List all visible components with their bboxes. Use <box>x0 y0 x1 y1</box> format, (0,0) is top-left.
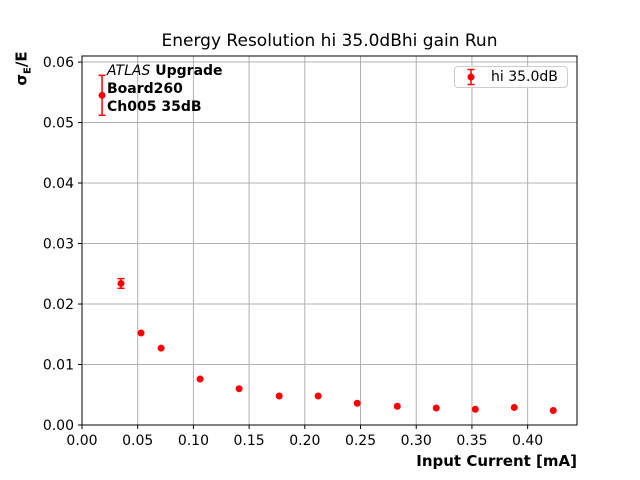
ylabel-sigma: σ <box>12 73 31 86</box>
chart-title: Energy Resolution hi 35.0dBhi gain Run <box>161 31 498 51</box>
x-tick-label: 0.00 <box>66 433 97 449</box>
data-point <box>510 403 518 411</box>
y-tick-label: 0.01 <box>43 358 74 374</box>
x-tick-label: 0.20 <box>289 433 320 449</box>
y-tick-label: 0.05 <box>43 116 74 132</box>
ylabel-subscript: E <box>22 67 34 74</box>
y-tick-label: 0.04 <box>43 176 74 192</box>
x-tick-label: 0.40 <box>512 433 543 449</box>
y-tick-label: 0.03 <box>43 237 74 253</box>
x-tick-label: 0.30 <box>401 433 432 449</box>
plot-frame <box>81 55 578 426</box>
data-point <box>98 91 106 99</box>
data-point <box>549 406 557 414</box>
y-tick-label: 0.02 <box>43 297 74 313</box>
annotation-line-1: ATLAS Upgrade <box>107 62 223 80</box>
annotation-line-3: Ch005 35dB <box>107 99 202 115</box>
y-tick-label: 0.00 <box>43 418 74 434</box>
data-point <box>353 399 361 407</box>
x-tick-label: 0.35 <box>456 433 487 449</box>
x-tick-label: 0.05 <box>122 433 153 449</box>
data-point <box>393 402 401 410</box>
x-tick-label: 0.25 <box>345 433 376 449</box>
data-point <box>275 392 283 400</box>
data-point <box>117 279 125 287</box>
data-point <box>157 344 165 352</box>
data-point <box>137 329 145 337</box>
ylabel-suffix: /E <box>12 51 31 68</box>
legend-label: hi 35.0dB <box>491 69 558 85</box>
y-axis-label: σE/E <box>12 40 34 98</box>
annotation-atlas: ATLAS Upgrade Board260 Ch005 35dB <box>107 62 223 116</box>
x-axis-label: Input Current [mA] <box>416 452 577 470</box>
x-tick-label: 0.10 <box>178 433 209 449</box>
legend-errorbar-icon <box>467 68 475 86</box>
data-point <box>314 392 322 400</box>
legend: hi 35.0dB <box>454 66 568 88</box>
annotation-atlas-word: ATLAS <box>107 63 151 79</box>
y-tick-label: 0.06 <box>43 55 74 71</box>
data-point <box>196 375 204 383</box>
annotation-line-2: Board260 <box>107 81 183 97</box>
data-point <box>235 385 243 393</box>
data-point <box>432 404 440 412</box>
annotation-upgrade-word: Upgrade <box>150 63 223 79</box>
x-tick-label: 0.15 <box>234 433 265 449</box>
data-point <box>471 405 479 413</box>
